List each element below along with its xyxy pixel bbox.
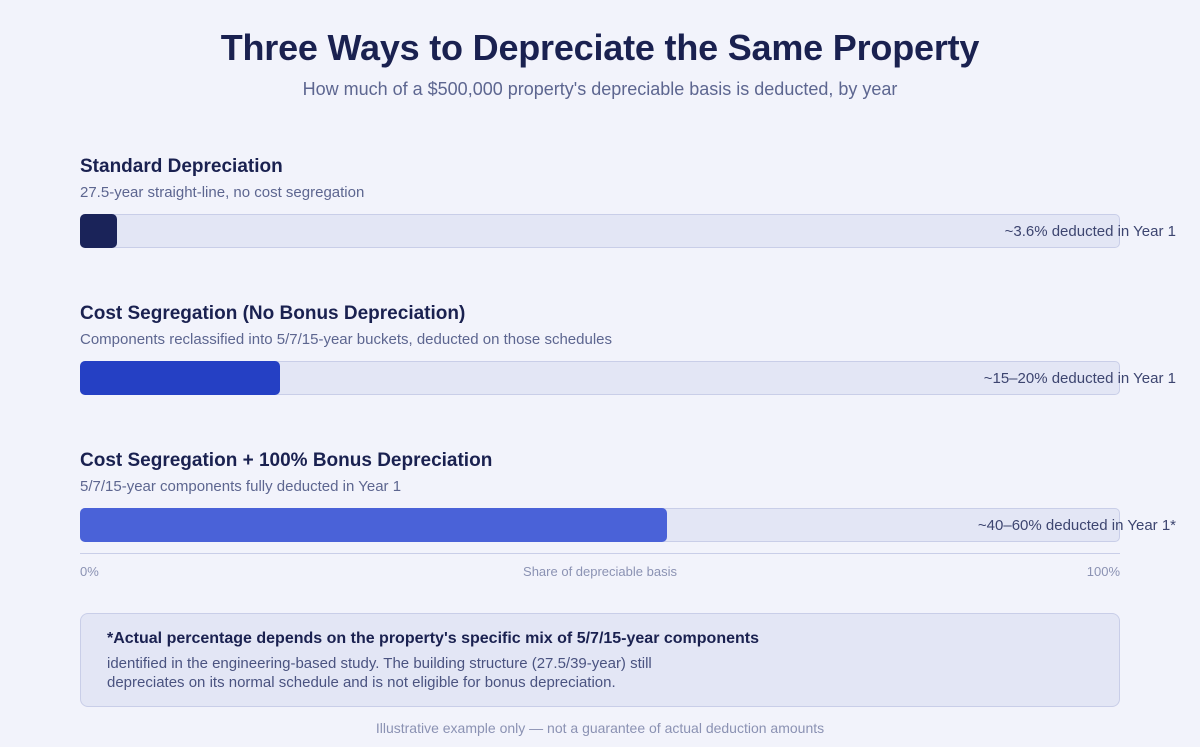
bar-track bbox=[80, 214, 1120, 248]
method-row-cost-segregation: Cost Segregation (No Bonus Depreciation)… bbox=[80, 302, 1180, 395]
method-row-bonus: Cost Segregation + 100% Bonus Depreciati… bbox=[80, 449, 1180, 542]
row-title: Cost Segregation + 100% Bonus Depreciati… bbox=[80, 450, 493, 471]
bar-value-label: ~3.6% deducted in Year 1 bbox=[1004, 223, 1176, 240]
footnote-heading: *Actual percentage depends on the proper… bbox=[107, 630, 759, 647]
bar-value-label: ~40–60% deducted in Year 1* bbox=[977, 517, 1176, 534]
footnote-box: *Actual percentage depends on the proper… bbox=[80, 613, 1120, 707]
x-axis-line bbox=[80, 553, 1120, 554]
row-title: Cost Segregation (No Bonus Depreciation) bbox=[80, 303, 466, 324]
disclaimer: Illustrative example only — not a guaran… bbox=[375, 720, 825, 736]
bar-value-label: ~15–20% deducted in Year 1 bbox=[983, 370, 1176, 387]
bar-fill bbox=[80, 508, 667, 542]
page-title: Three Ways to Depreciate the Same Proper… bbox=[220, 27, 980, 68]
row-description: 27.5-year straight-line, no cost segrega… bbox=[80, 184, 365, 201]
x-tick-min: 0% bbox=[80, 564, 99, 579]
bar-fill bbox=[80, 361, 280, 395]
row-description: Components reclassified into 5/7/15-year… bbox=[80, 331, 612, 348]
page-subtitle: How much of a $500,000 property's deprec… bbox=[302, 79, 898, 99]
footnote-body: identified in the engineering-based stud… bbox=[107, 655, 652, 691]
row-title: Standard Depreciation bbox=[80, 156, 283, 177]
bar-track bbox=[80, 361, 1120, 395]
method-row-standard: Standard Depreciation 27.5-year straight… bbox=[80, 155, 1180, 248]
row-description: 5/7/15-year components fully deducted in… bbox=[80, 478, 402, 495]
bar-fill bbox=[80, 214, 118, 248]
x-axis-label: Share of depreciable basis bbox=[523, 564, 677, 579]
x-tick-max: 100% bbox=[1086, 564, 1120, 579]
bar-track bbox=[80, 508, 1120, 542]
